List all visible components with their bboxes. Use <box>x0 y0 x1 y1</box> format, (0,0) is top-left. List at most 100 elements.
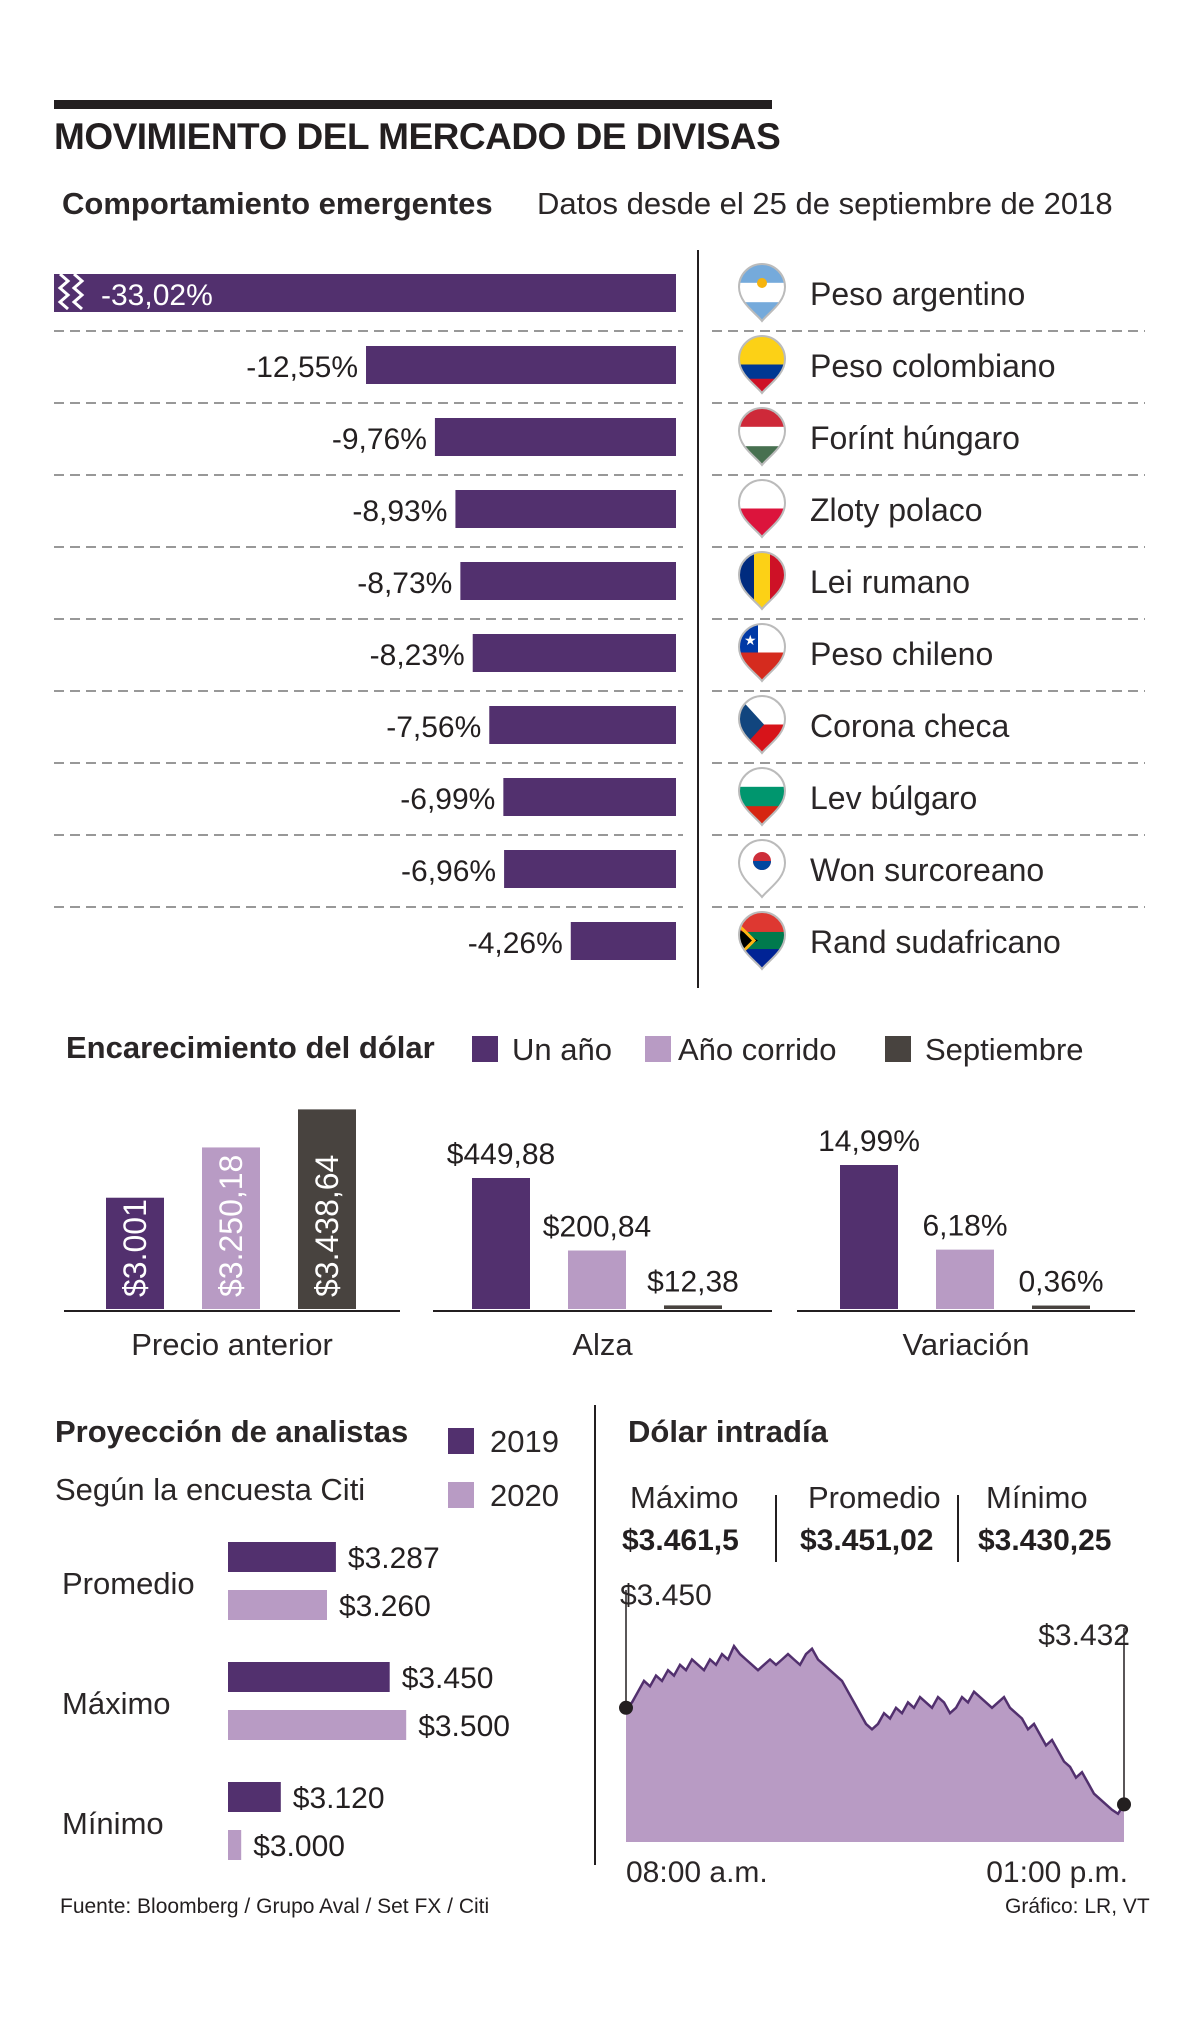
legend-label-un-anio: Un año <box>512 1032 612 1067</box>
intraday-line <box>625 1643 1126 1816</box>
bar-value-label: -6,96% <box>401 855 496 888</box>
intraday-stat-value: $3.451,02 <box>800 1524 933 1557</box>
section-title-intradia: Dólar intradía <box>628 1414 828 1449</box>
proyeccion-bar-2019 <box>228 1542 336 1572</box>
dolar-bar-1-0 <box>472 1178 530 1309</box>
proyeccion-subtitle: Según la encuesta Citi <box>55 1472 366 1507</box>
flag-pin-outline <box>737 911 787 971</box>
bar-forínt-húngaro <box>434 418 676 456</box>
intraday-stat-value: $3.461,5 <box>622 1524 739 1557</box>
legend-swatch-un-anio <box>472 1036 498 1062</box>
bar-value-label: -6,99% <box>400 783 495 816</box>
dolar-bar-2-1 <box>936 1249 994 1309</box>
proyeccion-category: Promedio <box>62 1566 195 1601</box>
flag-pin-outline <box>737 695 787 755</box>
dolar-bar-value: $12,38 <box>647 1265 739 1298</box>
bar-peso-argentino <box>54 274 676 312</box>
proyeccion-value: $3.260 <box>339 1590 431 1623</box>
proyeccion-value: $3.000 <box>253 1830 345 1863</box>
legend-swatch-septiembre <box>885 1036 911 1062</box>
flag-pin-outline <box>737 407 787 467</box>
group-label: Alza <box>572 1327 633 1362</box>
x-axis-start-label: 08:00 a.m. <box>626 1856 768 1889</box>
currency-label: Rand sudafricano <box>810 924 1061 960</box>
svg-text:★: ★ <box>744 632 757 648</box>
section-divider <box>594 1405 596 1865</box>
title-rule <box>54 100 772 109</box>
proyeccion-value: $3.500 <box>418 1710 510 1743</box>
bar-peso-colombiano <box>366 346 676 384</box>
proyeccion-value: $3.287 <box>348 1542 440 1575</box>
colombia-flag-icon <box>739 336 785 393</box>
emergentes-chart: -33,02% -12,55% -9,76% -8,93% -8,73% -8,23% -7… <box>54 250 1145 988</box>
flag-pin-outline <box>737 479 787 539</box>
intraday-stat-label: Mínimo <box>986 1480 1088 1515</box>
currency-label: Corona checa <box>810 708 1009 744</box>
bar-won-surcoreano <box>504 850 676 888</box>
axis-break-mark <box>57 272 71 311</box>
dolar-bar-0-1 <box>202 1147 260 1309</box>
dolar-bar-2-2 <box>1032 1305 1090 1309</box>
proyeccion-category: Máximo <box>62 1686 171 1721</box>
legend-label-2020: 2020 <box>490 1478 559 1513</box>
bar-value-label: -8,23% <box>370 639 465 672</box>
proyeccion-bar-2020 <box>228 1710 407 1740</box>
currency-label: Zloty polaco <box>810 492 983 528</box>
currency-label: Won surcoreano <box>810 852 1044 888</box>
date-note: Datos desde el 25 de septiembre de 2018 <box>537 186 1113 221</box>
flag-pin-outline <box>737 767 787 827</box>
bar-value-label: -7,56% <box>386 711 481 744</box>
bar-corona-checa <box>489 706 676 744</box>
legend-label-septiembre: Septiembre <box>925 1032 1084 1067</box>
section-title-dolar: Encarecimiento del dólar <box>66 1030 435 1065</box>
section-title-proyeccion: Proyección de analistas <box>55 1414 409 1449</box>
dolar-bar-value: 14,99% <box>818 1125 920 1158</box>
bar-value-label: -12,55% <box>246 351 358 384</box>
bar-value-label: -8,73% <box>357 567 452 600</box>
dolar-bar-0-0 <box>106 1197 164 1309</box>
dolar-bar-value: $3.438,64 <box>309 1155 345 1297</box>
dolar-bar-2-0 <box>840 1165 898 1309</box>
end-point <box>1117 1797 1131 1812</box>
legend-swatch-2019 <box>448 1428 474 1454</box>
legend-label-2019: 2019 <box>490 1424 559 1459</box>
flag-pin-outline <box>737 335 787 395</box>
proyeccion-bar-2020 <box>228 1590 327 1620</box>
legend-swatch-2020 <box>448 1482 474 1508</box>
flag-pin-outline <box>737 839 787 899</box>
currency-label: Forínt húngaro <box>810 420 1020 456</box>
bar-lev-búlgaro <box>503 778 676 816</box>
group-label: Precio anterior <box>131 1327 333 1362</box>
bar-value-label: -33,02% <box>101 279 213 312</box>
dolar-bar-1-1 <box>568 1250 626 1309</box>
bar-lei-rumano <box>460 562 676 600</box>
bar-peso-chileno <box>472 634 676 672</box>
source-note: Fuente: Bloomberg / Grupo Aval / Set FX … <box>60 1895 490 1918</box>
proyeccion-bar-2020 <box>228 1830 242 1860</box>
dolar-bar-value: 6,18% <box>922 1210 1007 1243</box>
dolar-bar-value: $449,88 <box>447 1138 555 1171</box>
legend-label-anio-corrido: Año corrido <box>678 1032 837 1067</box>
end-value-label: $3.432 <box>1038 1619 1130 1652</box>
currency-label: Peso chileno <box>810 636 993 672</box>
flag-pin-outline <box>737 263 787 323</box>
x-axis-end-label: 01:00 p.m. <box>986 1856 1128 1889</box>
flag-pin-outline <box>737 551 787 611</box>
currency-label: Lev búlgaro <box>810 780 977 816</box>
bar-value-label: -9,76% <box>332 423 427 456</box>
dolar-chart: Precio anterior $3.001,14 $3.250,18 $3.438,… <box>64 1109 1135 1362</box>
group-label: Variación <box>903 1327 1030 1362</box>
proyeccion-bar-2019 <box>228 1662 390 1692</box>
start-point <box>619 1700 633 1715</box>
dolar-bar-1-2 <box>664 1305 722 1309</box>
dolar-bar-value: 0,36% <box>1018 1266 1103 1299</box>
page-title: MOVIMIENTO DEL MERCADO DE DIVISAS <box>54 116 781 157</box>
dolar-bar-value: $200,84 <box>543 1211 651 1244</box>
dolar-bar-value: $3.001,14 <box>117 1155 153 1297</box>
flag-pin-outline <box>737 623 787 683</box>
section-title-emergentes: Comportamiento emergentes <box>62 186 493 221</box>
bulgaria-flag-icon <box>739 768 785 825</box>
dolar-bar-value: $3.250,18 <box>213 1155 249 1297</box>
proyeccion-category: Mínimo <box>62 1806 164 1841</box>
bar-zloty-polaco <box>455 490 676 528</box>
